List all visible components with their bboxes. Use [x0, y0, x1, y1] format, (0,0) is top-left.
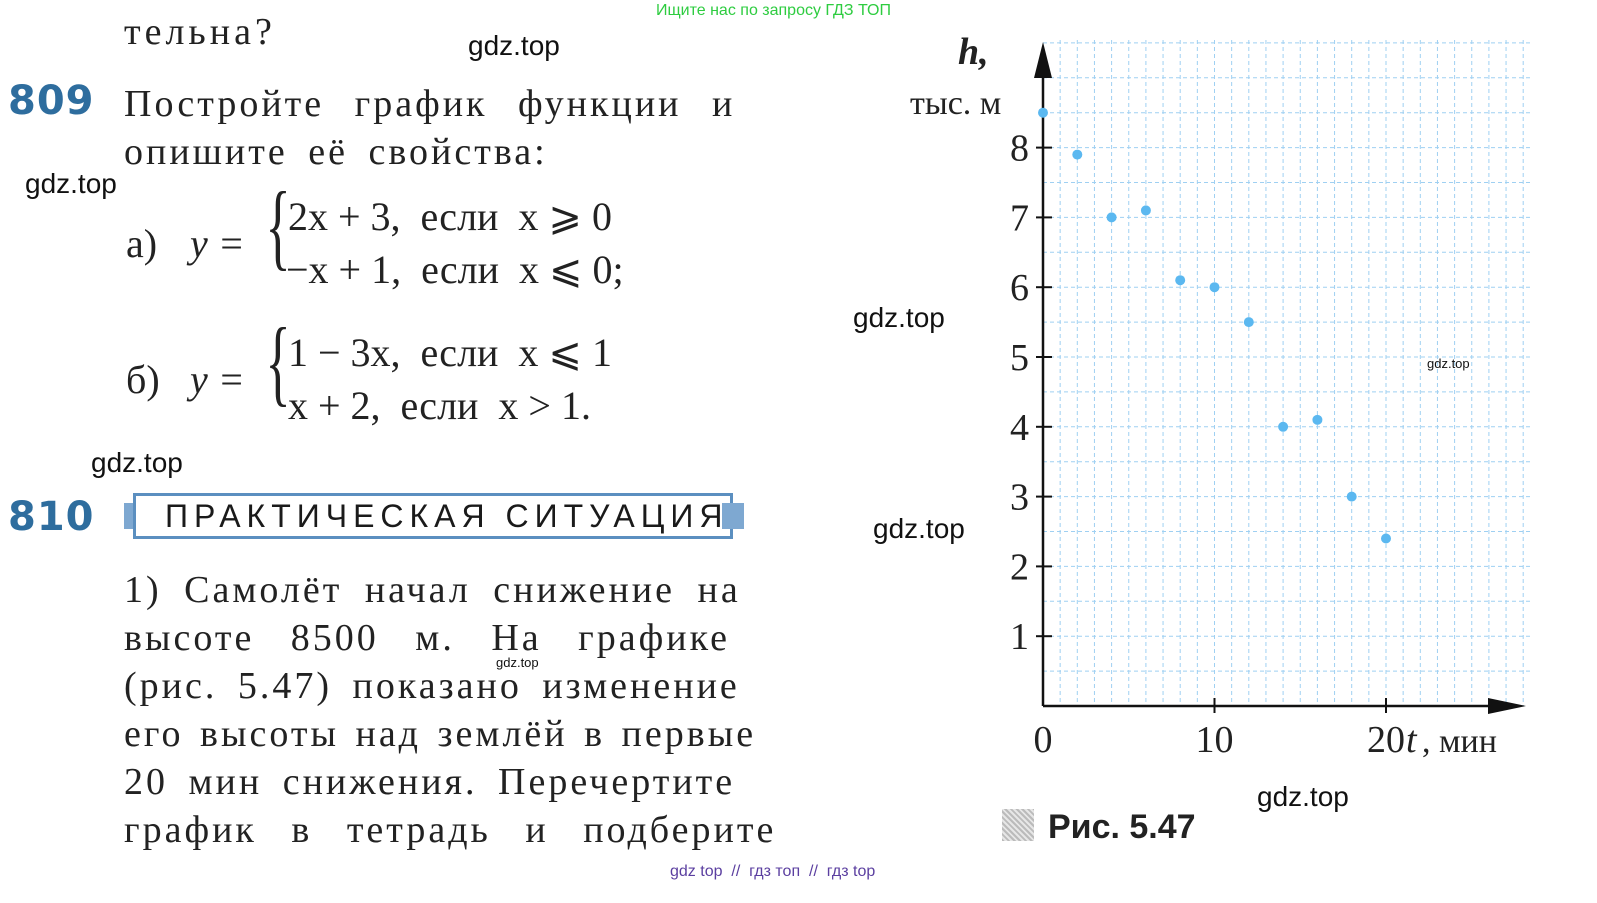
x-axis-label-unit: , мин	[1422, 723, 1497, 760]
y-tick-label: 4	[1010, 407, 1029, 449]
data-point	[1243, 317, 1254, 328]
y-tick-label: 3	[1010, 477, 1029, 519]
top-search-note: Ищите нас по запросу ГДЗ ТОП	[656, 2, 891, 19]
problem-810-line: (рис. 5.47) показано изменение	[124, 665, 740, 707]
problem-810-line: 20 мин снижения. Перечертите	[124, 761, 736, 803]
watermark: gdz.top	[468, 30, 560, 61]
problem-809-text-line2: опишите её свойства:	[124, 131, 548, 173]
part-a-lhs: y =	[190, 221, 245, 266]
part-a-case2: −x + 1, если x ⩽ 0;	[286, 247, 624, 292]
data-point	[1346, 491, 1357, 502]
altitude-chart: 1 2 3 4 5 6 7 8 0 10 20 h, тыс. м t , мин	[910, 31, 1530, 761]
part-b-brace: {	[265, 308, 291, 415]
practical-situation-badge	[133, 493, 733, 539]
y-axis-label-unit: тыс. м	[910, 85, 1001, 122]
data-point	[1106, 212, 1117, 223]
part-b-case1: 1 − 3x, если x ⩽ 1	[288, 330, 612, 375]
x-axis-label-symbol: t	[1406, 719, 1418, 761]
data-point	[1381, 533, 1391, 544]
y-tick-label: 5	[1010, 337, 1029, 379]
y-axis-label-symbol: h,	[958, 31, 989, 73]
data-point	[1175, 275, 1186, 286]
previous-text-fragment: тельна?	[124, 11, 276, 53]
chart-grid	[1043, 40, 1530, 706]
watermark: gdz.top	[873, 513, 965, 544]
watermark: gdz.top	[853, 302, 945, 333]
data-point	[1140, 205, 1151, 216]
watermark: gdz.top	[25, 168, 117, 199]
data-point	[1038, 107, 1048, 118]
y-tick-label: 8	[1010, 128, 1029, 170]
part-b-label: б)	[126, 357, 160, 402]
x-tick-label: 10	[1196, 719, 1234, 761]
part-a-label: а)	[126, 221, 158, 266]
chart-ticks: 1 2 3 4 5 6 7 8 0 10 20	[1010, 128, 1405, 761]
watermark: gdz.top	[91, 447, 183, 478]
x-tick-label: 20	[1367, 719, 1405, 761]
chart-axes	[1034, 42, 1526, 714]
problem-number-810: 810	[8, 494, 95, 540]
problem-810-line: график в тетрадь и подберите	[124, 809, 777, 851]
figure-caption: Рис. 5.47	[1048, 808, 1196, 846]
badge-right-marker	[722, 503, 744, 529]
part-b-case2: x + 2, если x > 1.	[288, 383, 591, 428]
problem-809-text-line1: Постройте график функции и	[124, 83, 736, 125]
y-tick-label: 1	[1010, 616, 1029, 658]
data-point	[1209, 282, 1220, 293]
part-b-lhs: y =	[190, 357, 245, 402]
watermark: gdz.top	[1257, 781, 1349, 812]
chart-points	[1038, 107, 1391, 544]
watermark: gdz.top	[496, 655, 539, 670]
problem-810-line: его высоты над землёй в первые	[124, 713, 757, 755]
problem-number-809: 809	[8, 78, 95, 124]
part-a-brace: {	[265, 172, 291, 279]
y-tick-label: 2	[1010, 546, 1029, 588]
watermark: gdz.top	[1427, 356, 1470, 371]
badge-title: Практическая ситуация	[165, 498, 729, 534]
y-tick-label: 7	[1010, 197, 1029, 239]
y-tick-label: 6	[1010, 267, 1029, 309]
data-point	[1312, 414, 1323, 425]
problem-810-line: 1) Самолёт начал снижение на	[124, 569, 741, 611]
x-tick-label: 0	[1034, 719, 1053, 761]
data-point	[1278, 421, 1289, 432]
footer-watermark: gdz top // гдз топ // гдз top	[670, 863, 876, 880]
problem-810-line: высоте 8500 м. На графике	[124, 617, 730, 659]
figure-caption-marker	[1002, 809, 1034, 841]
y-axis-arrow	[1034, 42, 1052, 78]
x-axis-arrow	[1488, 698, 1526, 714]
data-point	[1072, 149, 1083, 160]
part-a-case1: 2x + 3, если x ⩾ 0	[288, 194, 612, 239]
